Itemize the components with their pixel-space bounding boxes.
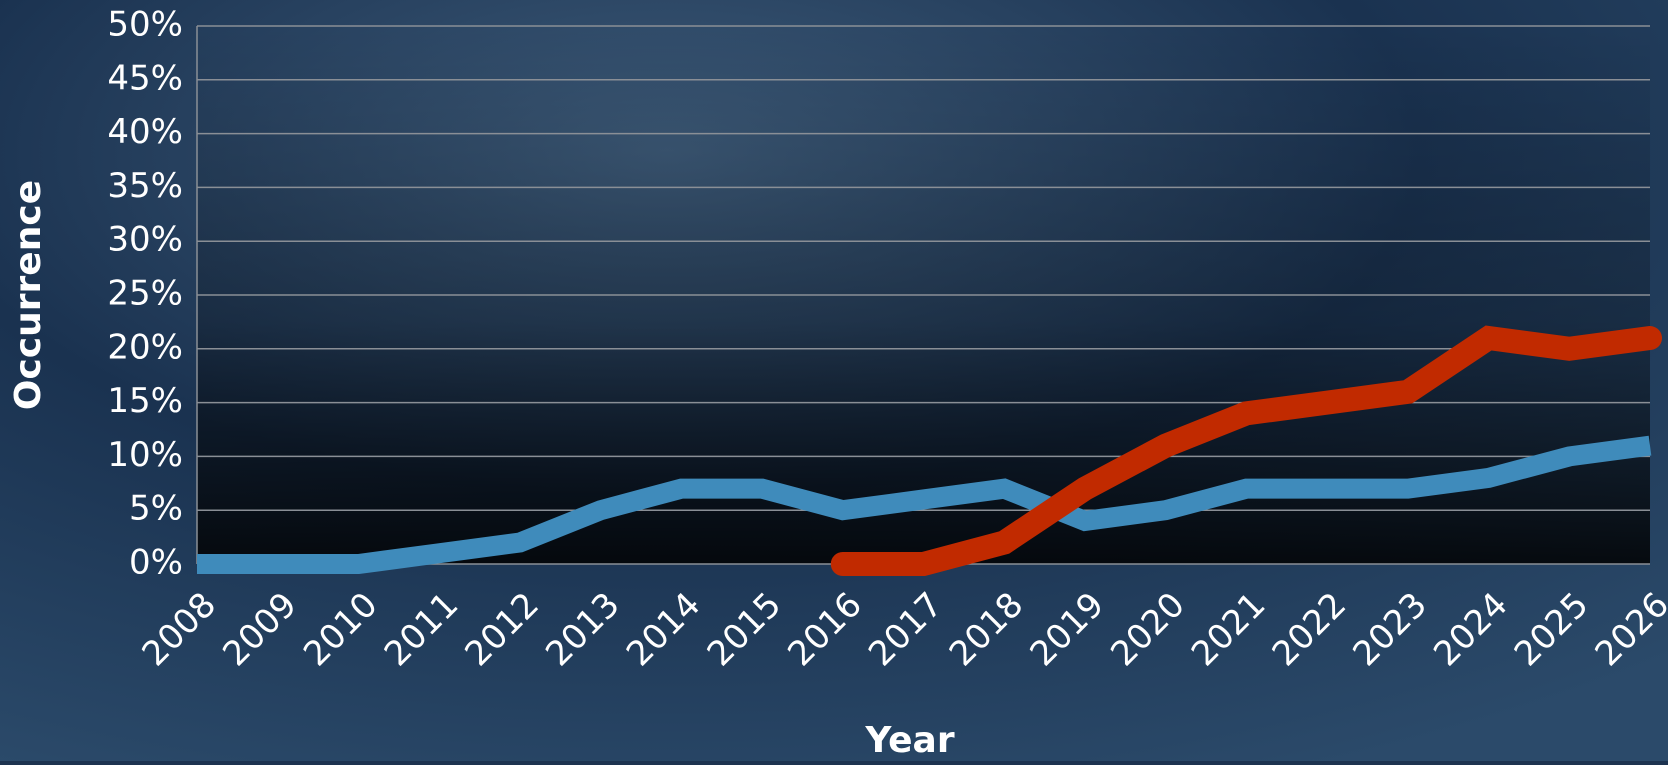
y-tick-label: 40% xyxy=(107,112,183,152)
y-tick-label: 15% xyxy=(107,381,183,421)
y-tick-label: 25% xyxy=(107,274,183,314)
y-tick-label: 0% xyxy=(129,543,183,583)
series-line xyxy=(197,435,1652,574)
y-tick-label: 35% xyxy=(107,166,183,206)
y-tick-label: 30% xyxy=(107,220,183,260)
series-line xyxy=(830,325,1662,576)
y-tick-label: 5% xyxy=(129,489,183,529)
y-tick-label: 10% xyxy=(107,435,183,475)
y-tick-label: 45% xyxy=(107,58,183,98)
y-axis-title: Occurrence xyxy=(8,180,49,410)
y-tick-label: 50% xyxy=(107,5,183,45)
x-axis-title: Year xyxy=(864,720,954,761)
y-tick-label: 20% xyxy=(107,327,183,367)
